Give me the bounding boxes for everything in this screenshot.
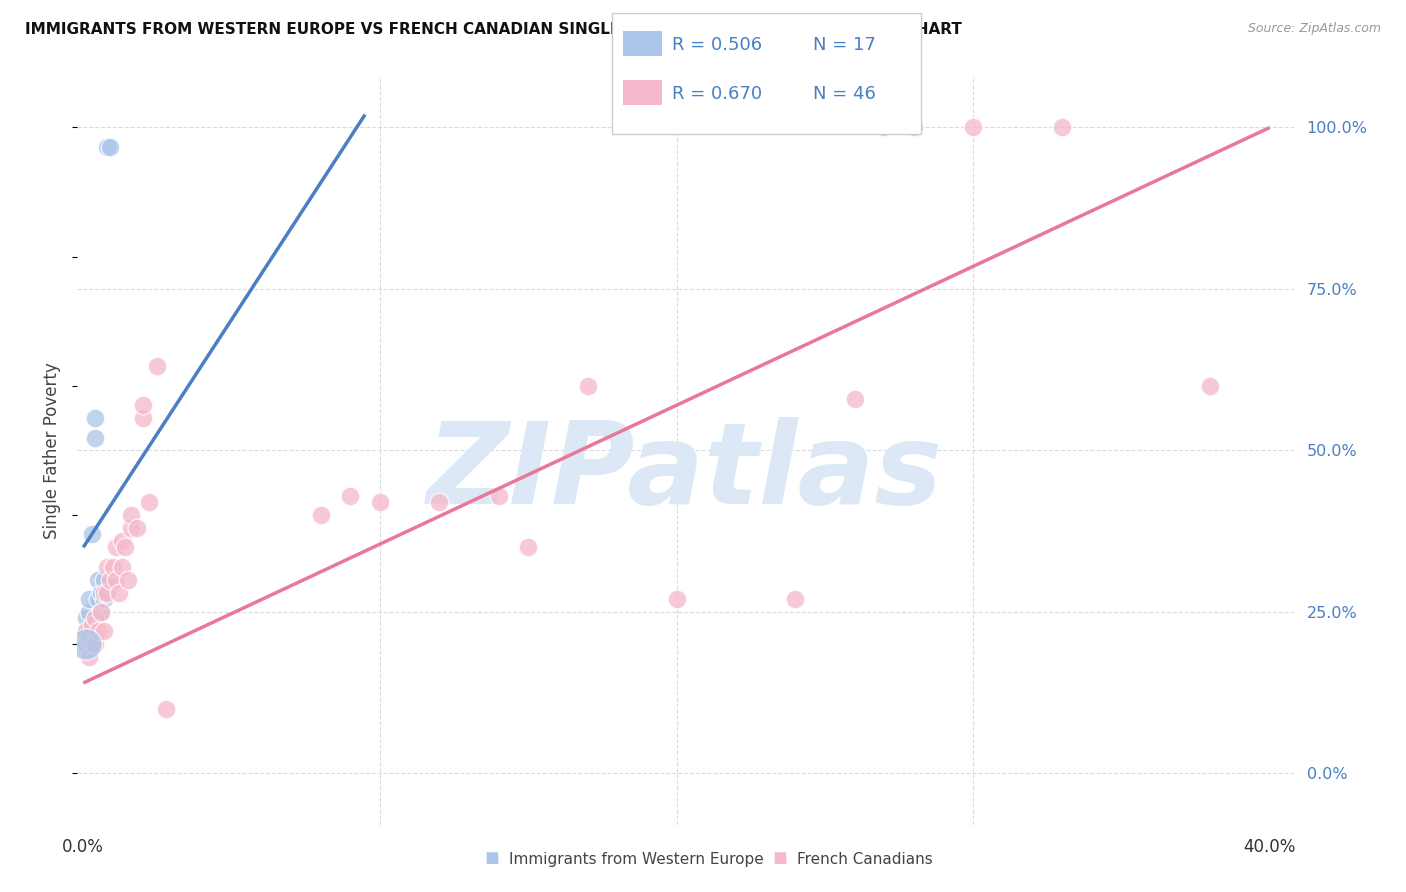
Text: N = 46: N = 46 xyxy=(813,85,876,103)
Point xyxy=(427,495,450,509)
Point xyxy=(93,592,115,607)
Point xyxy=(125,521,148,535)
Point xyxy=(962,120,984,135)
Text: ◼: ◼ xyxy=(773,849,787,867)
Point xyxy=(96,585,118,599)
Text: IMMIGRANTS FROM WESTERN EUROPE VS FRENCH CANADIAN SINGLE FATHER POVERTY CORRELAT: IMMIGRANTS FROM WESTERN EUROPE VS FRENCH… xyxy=(25,22,962,37)
Point xyxy=(93,624,115,639)
Point xyxy=(75,611,97,625)
Point xyxy=(1199,379,1222,393)
Point xyxy=(488,489,510,503)
Point xyxy=(93,573,115,587)
Point xyxy=(98,573,121,587)
Text: French Canadians: French Canadians xyxy=(797,852,934,867)
Point xyxy=(368,495,391,509)
Point xyxy=(90,605,112,619)
Point xyxy=(108,585,131,599)
Point xyxy=(84,411,107,425)
Point xyxy=(82,618,104,632)
Text: Source: ZipAtlas.com: Source: ZipAtlas.com xyxy=(1247,22,1381,36)
Point xyxy=(84,611,107,625)
Point xyxy=(98,140,121,154)
Point xyxy=(90,585,112,599)
Point xyxy=(77,650,100,665)
Point xyxy=(131,411,153,425)
Point xyxy=(120,508,142,522)
Point xyxy=(104,573,127,587)
Point xyxy=(75,624,97,639)
Text: ZIPatlas: ZIPatlas xyxy=(427,417,943,528)
Point xyxy=(111,559,134,574)
Text: N = 17: N = 17 xyxy=(813,36,876,54)
Point xyxy=(844,392,866,406)
Point xyxy=(87,624,110,639)
Y-axis label: Single Father Poverty: Single Father Poverty xyxy=(44,362,62,539)
Point xyxy=(84,431,107,445)
Point xyxy=(75,637,97,651)
Point xyxy=(82,527,104,541)
Point xyxy=(75,637,97,651)
Point xyxy=(77,592,100,607)
Point xyxy=(517,541,540,555)
Point xyxy=(77,605,100,619)
Point xyxy=(77,624,100,639)
Point xyxy=(576,379,599,393)
Point xyxy=(138,495,160,509)
Point xyxy=(75,637,97,651)
Point xyxy=(75,624,97,639)
Point xyxy=(90,605,112,619)
Point xyxy=(111,533,134,548)
Text: R = 0.670: R = 0.670 xyxy=(672,85,762,103)
Point xyxy=(903,120,925,135)
Text: R = 0.506: R = 0.506 xyxy=(672,36,762,54)
Text: ◼: ◼ xyxy=(485,849,499,867)
Point xyxy=(93,585,115,599)
Point xyxy=(104,541,127,555)
Point xyxy=(873,120,896,135)
Point xyxy=(785,592,807,607)
Point xyxy=(117,573,139,587)
Point xyxy=(77,631,100,645)
Point xyxy=(96,140,118,154)
Point xyxy=(84,637,107,651)
Point xyxy=(155,702,177,716)
Text: Immigrants from Western Europe: Immigrants from Western Europe xyxy=(509,852,763,867)
Point xyxy=(87,573,110,587)
Point xyxy=(146,359,169,374)
Point xyxy=(665,592,688,607)
Point xyxy=(131,398,153,412)
Point xyxy=(75,637,97,651)
Point xyxy=(114,541,136,555)
Point xyxy=(1050,120,1073,135)
Point xyxy=(101,559,124,574)
Point xyxy=(87,592,110,607)
Point xyxy=(96,559,118,574)
Point xyxy=(82,637,104,651)
Point xyxy=(309,508,332,522)
Point xyxy=(120,521,142,535)
Point xyxy=(339,489,361,503)
